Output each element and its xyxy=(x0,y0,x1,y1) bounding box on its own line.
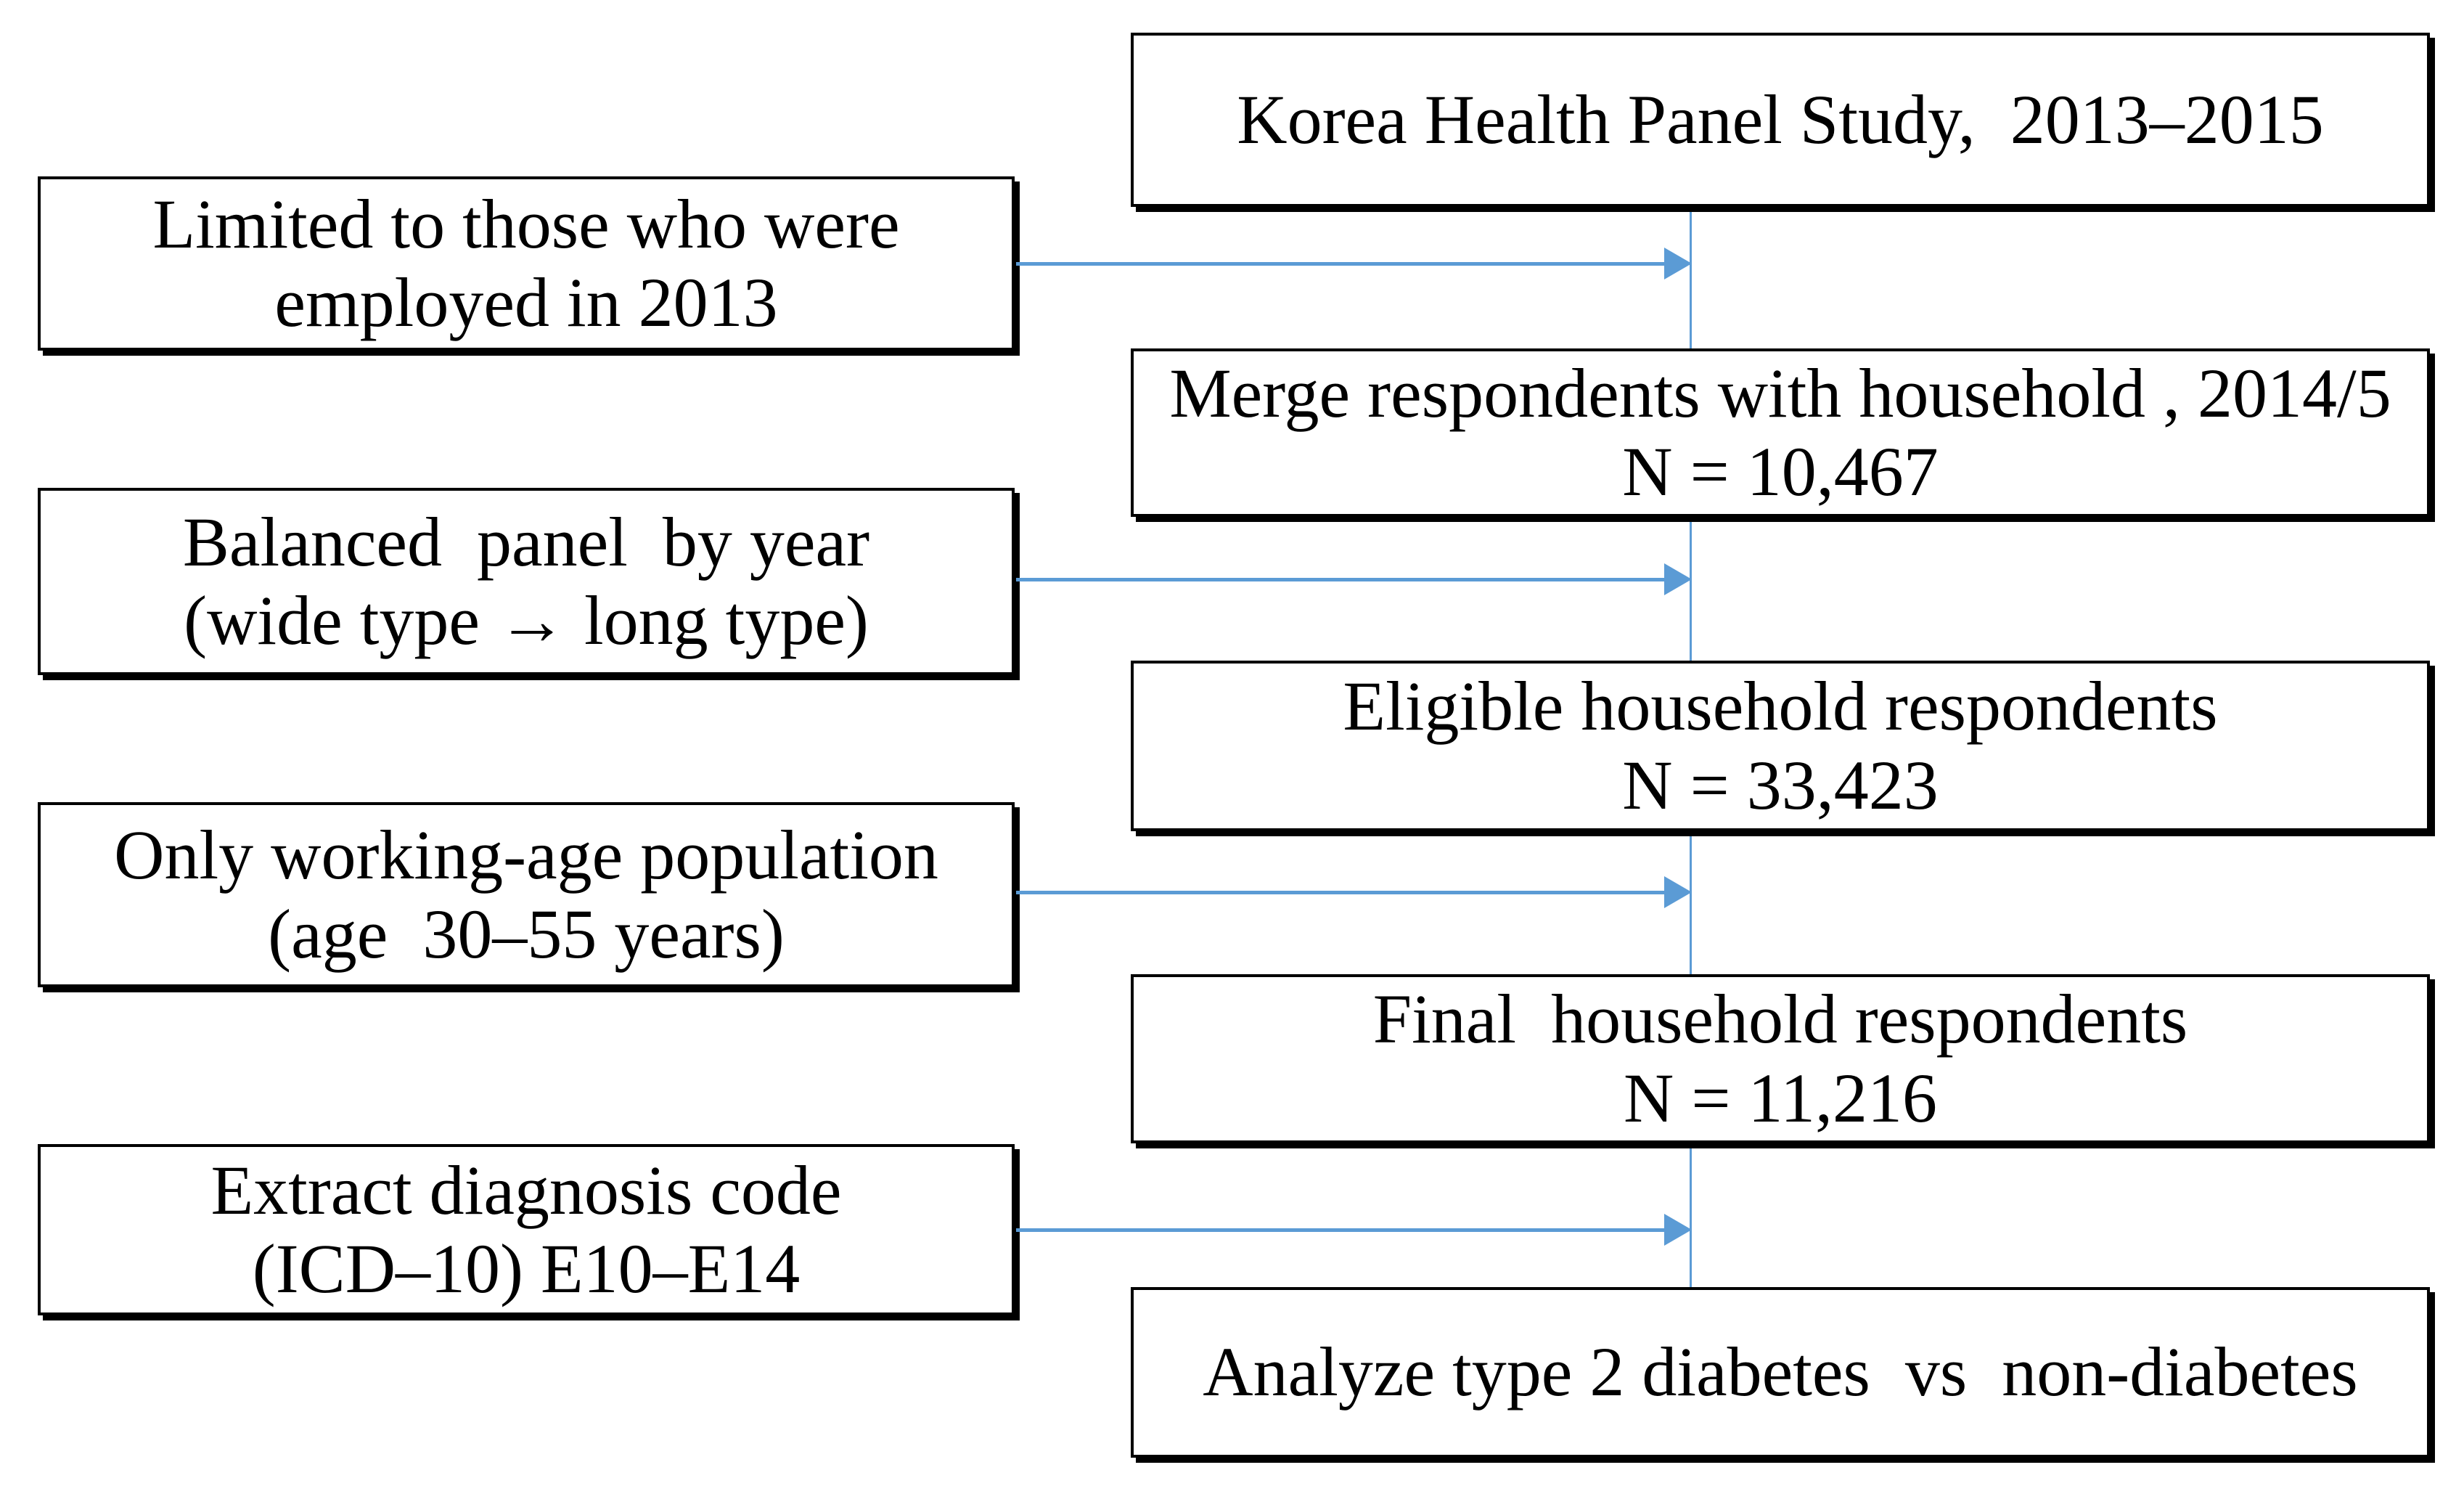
arrowhead-icon xyxy=(1664,248,1692,279)
filter-arrow-3 xyxy=(1016,876,1692,908)
arrowhead-icon xyxy=(1664,1214,1692,1246)
box-merge-respondents: Merge respondents with household , 2014/… xyxy=(1131,348,2430,517)
box-limited-employed-2013: Limited to those who were employed in 20… xyxy=(38,176,1015,351)
arrowhead-icon xyxy=(1664,563,1692,595)
box-final-respondents-label: Final household respondents N = 11,216 xyxy=(1372,980,2188,1137)
filter-arrow-1-line xyxy=(1016,262,1670,266)
filter-arrow-2-line xyxy=(1016,578,1670,581)
box-balanced-panel: Balanced panel by year (wide type → long… xyxy=(38,488,1015,675)
box-extract-diagnosis-code: Extract diagnosis code (ICD–10) E10–E14 xyxy=(38,1144,1015,1315)
box-working-age-population: Only working-age population (age 30–55 y… xyxy=(38,802,1015,987)
box-working-age-population-label: Only working-age population (age 30–55 y… xyxy=(114,816,938,973)
box-eligible-respondents-label: Eligible household respondents N = 33,42… xyxy=(1343,667,2218,824)
box-korea-health-panel-study: Korea Health Panel Study, 2013–2015 xyxy=(1131,33,2430,207)
box-balanced-panel-label: Balanced panel by year (wide type → long… xyxy=(182,502,870,659)
box-final-respondents: Final household respondents N = 11,216 xyxy=(1131,974,2430,1143)
filter-arrow-1 xyxy=(1016,248,1692,279)
box-merge-respondents-label: Merge respondents with household , 2014/… xyxy=(1169,354,2391,510)
filter-arrow-2 xyxy=(1016,563,1692,595)
box-eligible-respondents: Eligible household respondents N = 33,42… xyxy=(1131,661,2430,831)
filter-arrow-4 xyxy=(1016,1214,1692,1246)
filter-arrow-3-line xyxy=(1016,891,1670,894)
box-extract-diagnosis-code-label: Extract diagnosis code (ICD–10) E10–E14 xyxy=(210,1151,842,1307)
box-analyze-diabetes-label: Analyze type 2 diabetes vs non-diabetes xyxy=(1203,1333,2358,1411)
box-korea-health-panel-study-label: Korea Health Panel Study, 2013–2015 xyxy=(1237,80,2324,158)
box-limited-employed-2013-label: Limited to those who were employed in 20… xyxy=(152,184,900,341)
box-analyze-diabetes: Analyze type 2 diabetes vs non-diabetes xyxy=(1131,1287,2430,1458)
filter-arrow-4-line xyxy=(1016,1228,1670,1232)
arrowhead-icon xyxy=(1664,876,1692,908)
